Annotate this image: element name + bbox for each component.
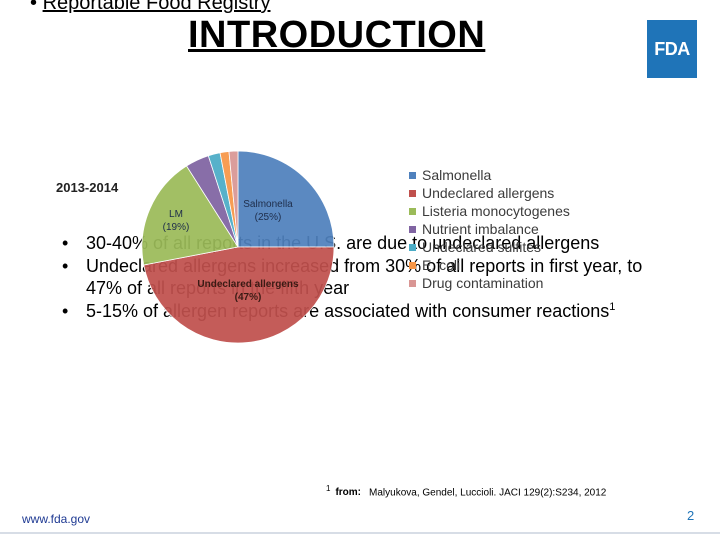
bullet-text: 5-15% of allergen reports are associated… [86,301,610,321]
pie-slice-label-name: Salmonella [243,199,293,210]
slide-title: INTRODUCTION [188,14,486,56]
footnote: 1 from: Malyukova, Gendel, Luccioli. JACI … [326,484,606,498]
bullet-list: • 30-40% of all reports in the U.S. are … [62,232,682,323]
bottom-rule [0,532,720,534]
legend-swatch [409,172,416,179]
pie-slice-label-name: LM [169,209,183,220]
bullet-text: Undeclared allergens increased from 30% … [86,256,643,298]
legend-swatch [409,190,416,197]
bullet-item: • 5-15% of allergen reports are associat… [62,300,682,322]
legend-swatch [409,208,416,215]
top-bullet-text: Reportable Food Registry [42,0,271,14]
pie-slice-label-pct: (25%) [255,212,282,223]
bullet-text: 30-40% of all reports in the U.S. are du… [86,233,600,253]
bullet-marker: • [62,233,69,253]
chart-title: 2013-2014 [56,180,119,195]
bullet-item: • Undeclared allergens increased from 30… [62,255,682,299]
legend-entry: Listeria monocytogenes [422,203,570,219]
footnote-citation: Malyukova, Gendel, Luccioli. JACI 129(2)… [369,487,607,499]
top-bullet: • Reportable Food Registry [30,0,270,15]
footnote-mark: 1 [326,484,331,493]
fda-logo: FDA [647,20,697,78]
bullet-marker: • [62,256,69,276]
footnote-ref: 1 [609,301,616,313]
legend-entry: Salmonella [422,167,491,183]
bullet-marker: • [62,301,69,321]
footnote-label: from: [335,487,362,499]
site-url[interactable]: www.fda.gov [22,512,91,526]
top-bullet-marker: • [30,0,38,14]
legend-entry: Undeclared allergens [422,185,554,201]
page-number: 2 [687,508,695,523]
bullet-item: • 30-40% of all reports in the U.S. are … [62,232,682,254]
